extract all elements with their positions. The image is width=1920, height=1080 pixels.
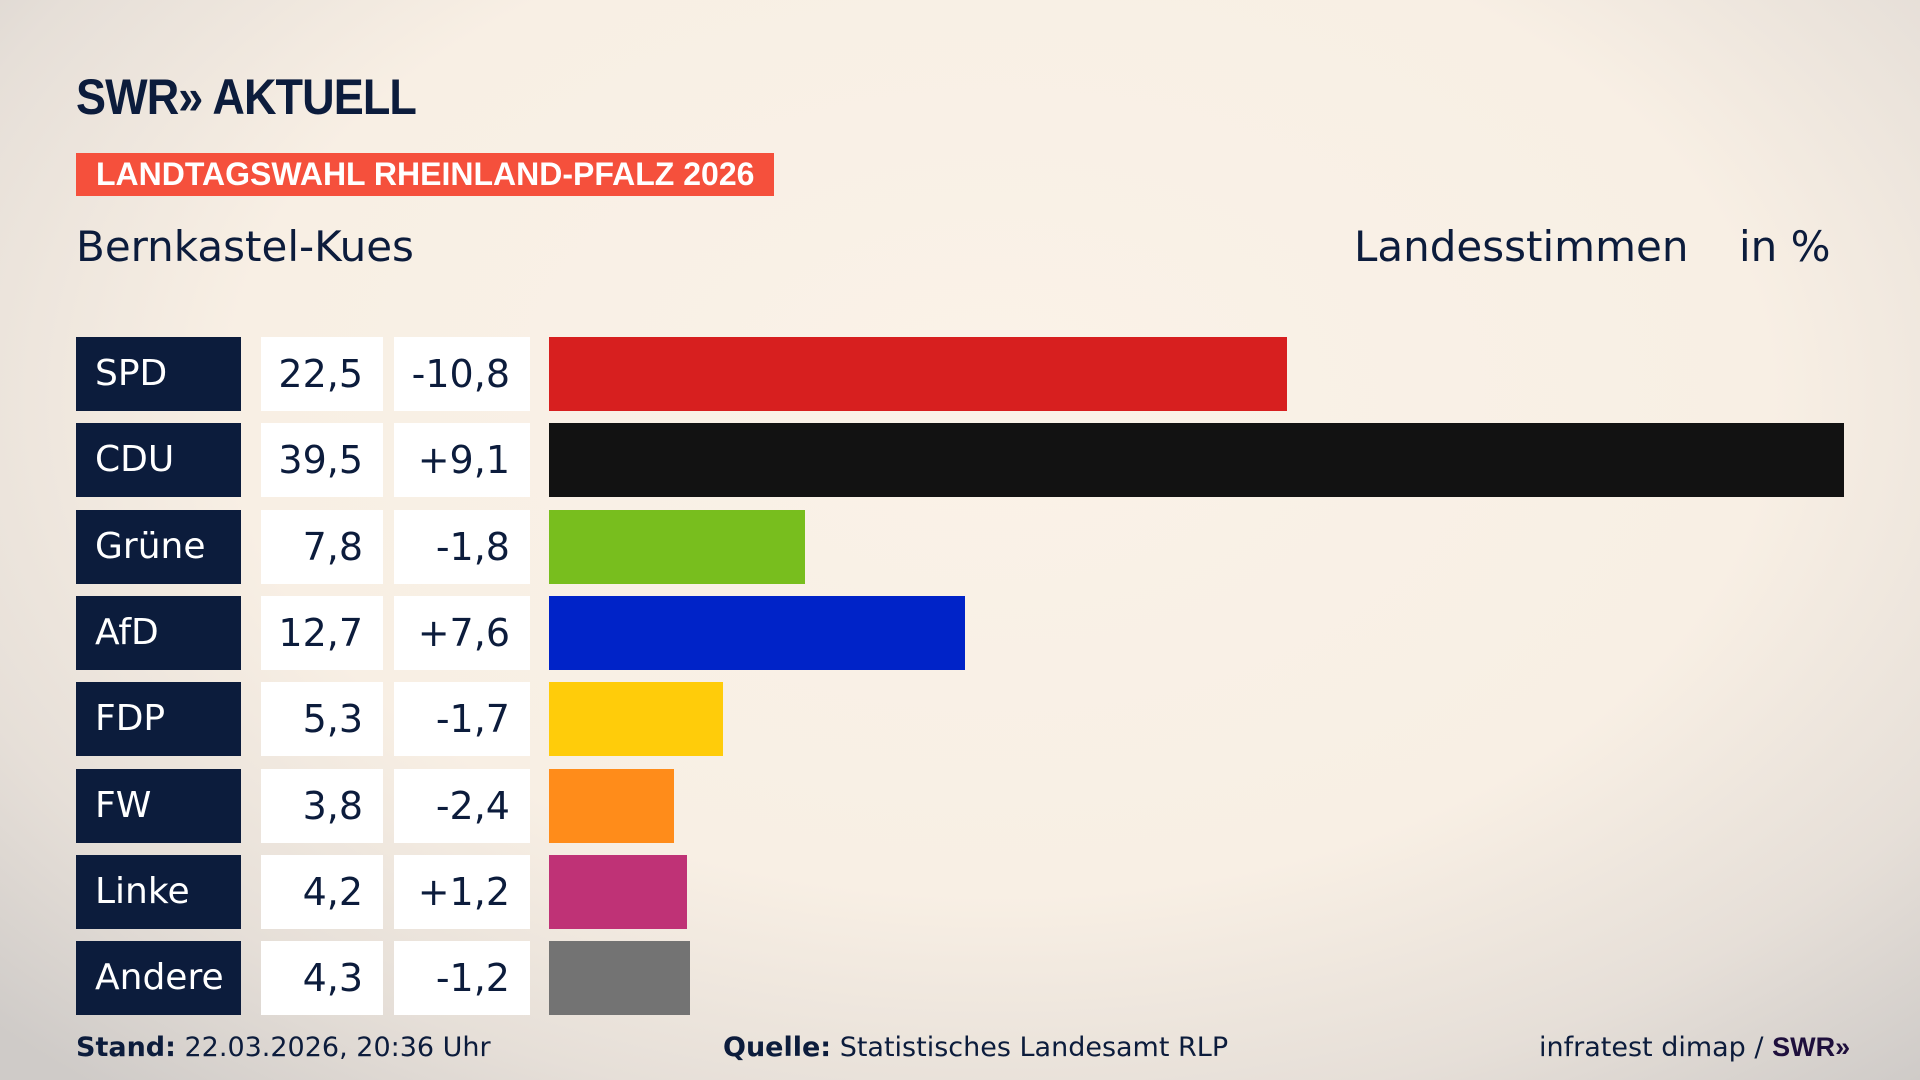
vote-share: 3,8	[261, 768, 383, 843]
bar-fdp	[549, 682, 723, 757]
vote-change: +7,6	[394, 595, 530, 670]
vote-change: -1,2	[394, 941, 530, 1016]
party-label: CDU	[76, 423, 241, 498]
source-label: Quelle:	[723, 1032, 832, 1063]
stand-label: Stand:	[76, 1032, 176, 1063]
bar-grüne	[549, 509, 805, 584]
source-value: Statistisches Landesamt RLP	[831, 1032, 1229, 1063]
vote-share: 5,3	[261, 682, 383, 757]
stand-value: 22.03.2026, 20:36 Uhr	[175, 1032, 491, 1063]
vote-share: 39,5	[261, 423, 383, 498]
vote-share: 7,8	[261, 509, 383, 584]
vote-share: 4,3	[261, 941, 383, 1016]
bar-afd	[549, 595, 966, 670]
swr-aktuell-logo: SWR» AKTUELL	[76, 69, 417, 125]
source: Quelle: Statistisches Landesamt RLP	[723, 1032, 1228, 1063]
swr-logo: SWR»	[1772, 1032, 1851, 1062]
bar-linke	[549, 854, 687, 929]
party-label: SPD	[76, 337, 241, 411]
party-label: FW	[76, 768, 241, 843]
party-label: Linke	[76, 854, 241, 929]
election-banner: LANDTAGSWAHL RHEINLAND-PFALZ 2026	[76, 153, 775, 196]
party-label: Grüne	[76, 509, 241, 584]
bar-spd	[549, 337, 1287, 411]
vote-change: -2,4	[394, 768, 530, 843]
party-label: Andere	[76, 941, 241, 1016]
bar-fw	[549, 768, 674, 843]
party-label: FDP	[76, 682, 241, 757]
vote-change: +1,2	[394, 854, 530, 929]
vote-share: 22,5	[261, 337, 383, 411]
bar-cdu	[549, 423, 1844, 498]
bar-andere	[549, 941, 690, 1016]
vote-share: 4,2	[261, 854, 383, 929]
timestamp: Stand: 22.03.2026, 20:36 Uhr	[76, 1032, 491, 1063]
vote-type-label: Landesstimmen	[1354, 222, 1689, 271]
vote-change: -1,8	[394, 509, 530, 584]
vote-change: -1,7	[394, 682, 530, 757]
vote-change: +9,1	[394, 423, 530, 498]
vote-change: -10,8	[394, 337, 530, 411]
district-title: Bernkastel-Kues	[76, 222, 414, 271]
party-label: AfD	[76, 595, 241, 670]
vote-share: 12,7	[261, 595, 383, 670]
unit-label: in %	[1739, 222, 1831, 271]
credit-text: infratest dimap /	[1539, 1032, 1773, 1063]
credit: infratest dimap / SWR»	[1539, 1032, 1850, 1063]
